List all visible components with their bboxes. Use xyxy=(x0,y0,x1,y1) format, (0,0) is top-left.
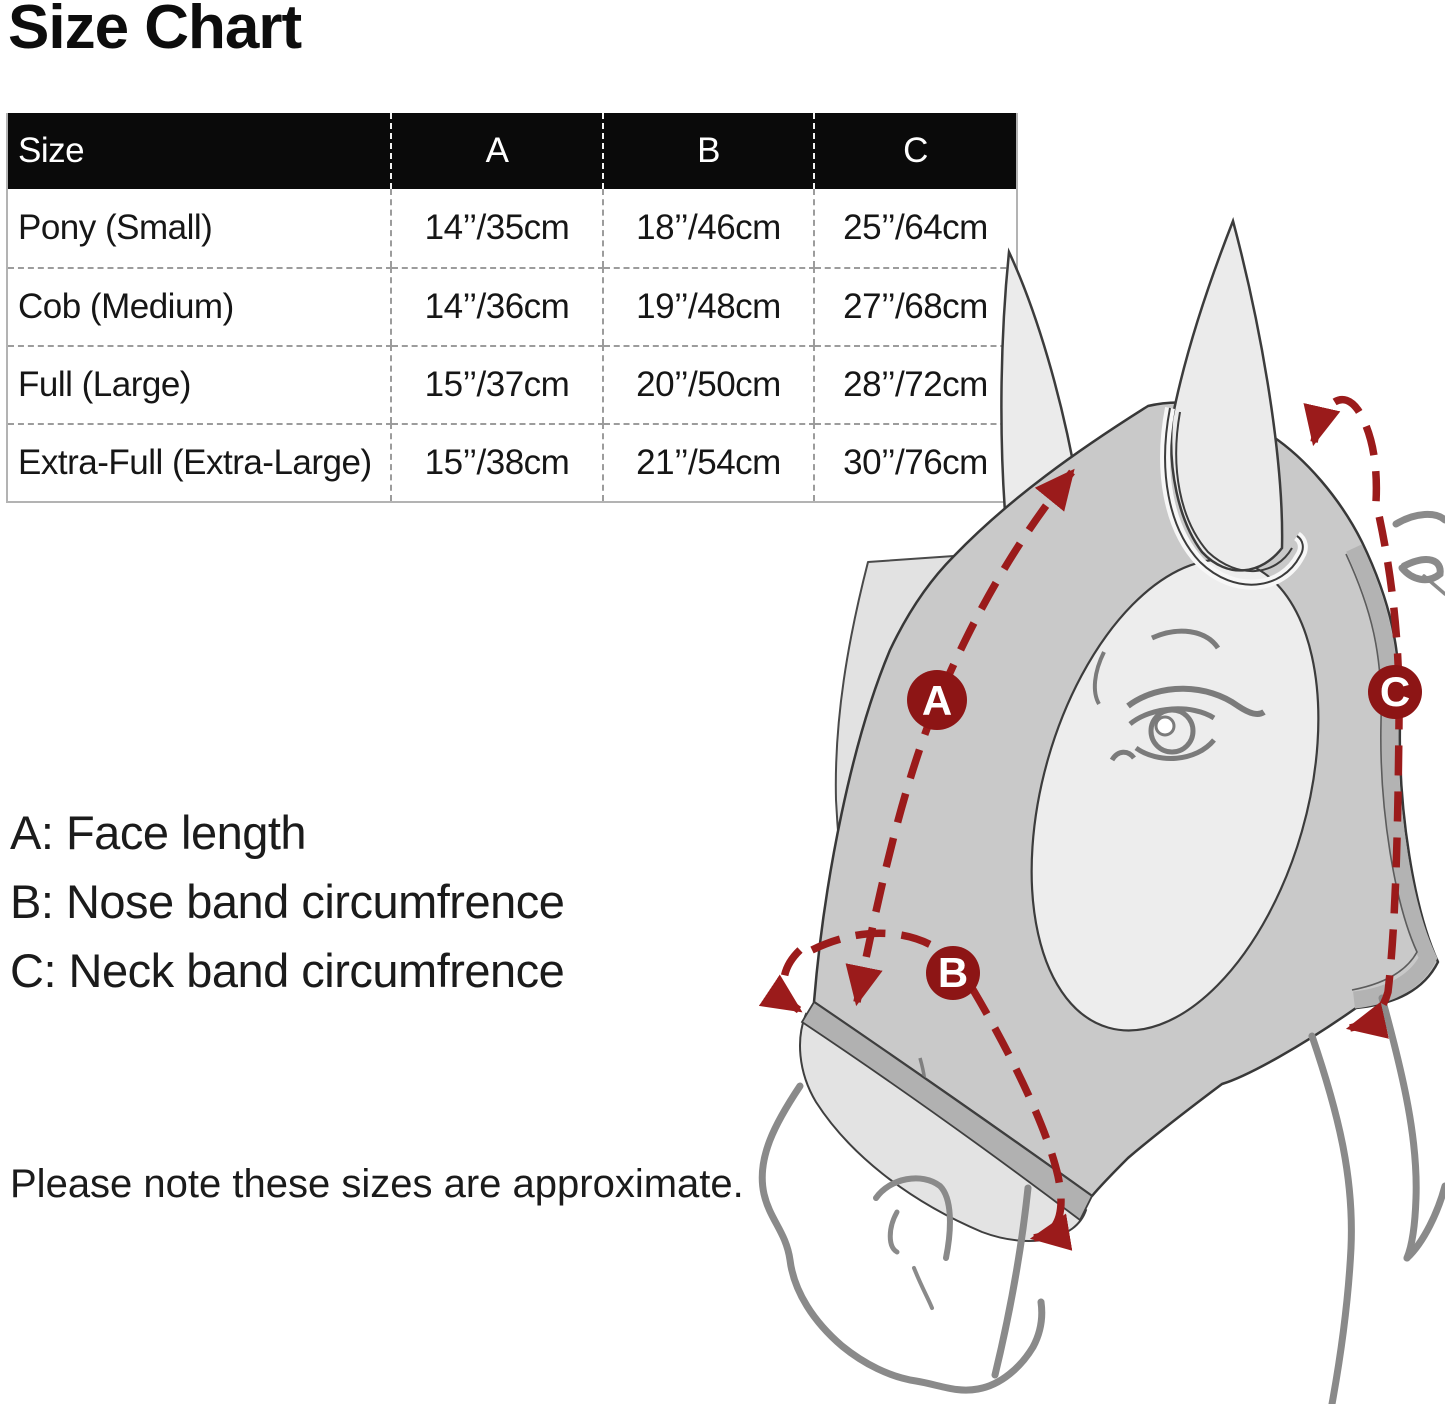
cell-b: 19’’/48cm xyxy=(604,267,815,345)
cell-b: 18’’/46cm xyxy=(604,189,815,267)
nostril-accent xyxy=(912,1266,934,1310)
size-table: Size A B C Pony (Small) 14’’/35cm 18’’/4… xyxy=(6,113,1018,503)
mane-strokes xyxy=(1392,511,1445,596)
cell-a: 14’’/35cm xyxy=(392,189,604,267)
label-b: B xyxy=(938,949,968,996)
cell-size: Cob (Medium) xyxy=(8,267,392,345)
cell-size: Extra-Full (Extra-Large) xyxy=(8,423,392,501)
cell-c: 27’’/68cm xyxy=(815,267,1016,345)
throat-line xyxy=(1308,1032,1355,1404)
neck-line xyxy=(1403,1182,1445,1262)
approximate-sizes-note: Please note these sizes are approximate. xyxy=(10,1162,744,1206)
table-row: Full (Large) 15’’/37cm 20’’/50cm 28’’/72… xyxy=(8,345,1016,423)
measurement-lines xyxy=(758,396,1403,1251)
measure-line-b xyxy=(810,929,1073,1251)
label-a-badge xyxy=(907,670,967,730)
cell-a: 15’’/38cm xyxy=(392,423,604,501)
label-a: A xyxy=(922,677,952,724)
measure-line-c xyxy=(1303,396,1403,1039)
cell-b: 20’’/50cm xyxy=(604,345,815,423)
label-c: C xyxy=(1380,668,1410,715)
legend-line-b: B: Nose band circumfrence xyxy=(10,875,565,928)
horse-eye xyxy=(1092,628,1266,762)
cell-b: 21’’/54cm xyxy=(604,423,815,501)
right-ear xyxy=(1169,216,1284,572)
legend-line-c: C: Neck band circumfrence xyxy=(10,944,565,997)
measure-line-b-left-arc xyxy=(758,947,803,1014)
legend-line-a: A: Face length xyxy=(10,806,307,859)
jugular-line xyxy=(1378,994,1420,1262)
column-header-a: A xyxy=(392,113,604,189)
table-row: Pony (Small) 14’’/35cm 18’’/46cm 25’’/64… xyxy=(8,189,1016,267)
column-header-c: C xyxy=(903,131,928,170)
measurement-legend: A: Face length B: Nose band circumfrence… xyxy=(10,798,565,1005)
jaw-line xyxy=(991,1184,1032,1379)
muzzle-outline xyxy=(758,1082,1046,1394)
cell-a: 15’’/37cm xyxy=(392,345,604,423)
cell-c: 28’’/72cm xyxy=(815,345,1016,423)
column-header-b: B xyxy=(604,113,815,189)
cell-a: 14’’/36cm xyxy=(392,267,604,345)
ear-hole-rim xyxy=(1160,407,1308,590)
cell-size: Pony (Small) xyxy=(8,189,392,267)
page-title: Size Chart xyxy=(8,0,302,62)
eye-patch xyxy=(1030,558,1320,1032)
nostril xyxy=(873,1175,953,1261)
table-row: Cob (Medium) 14’’/36cm 19’’/48cm 27’’/68… xyxy=(8,267,1016,345)
table-header-row: Size A B C xyxy=(8,113,1016,189)
measurement-labels: A B C xyxy=(907,665,1422,1000)
horse-outline xyxy=(758,994,1445,1404)
nostril-inner xyxy=(887,1209,900,1255)
column-header-size: Size xyxy=(8,113,392,189)
label-b-badge xyxy=(926,946,980,1000)
nose-band xyxy=(800,1000,1094,1222)
measure-line-a xyxy=(845,468,1075,1007)
cell-size: Full (Large) xyxy=(8,345,392,423)
table-row: Extra-Full (Extra-Large) 15’’/38cm 21’’/… xyxy=(8,423,1016,501)
label-c-badge xyxy=(1368,665,1422,719)
cell-c: 25’’/64cm xyxy=(843,208,988,247)
